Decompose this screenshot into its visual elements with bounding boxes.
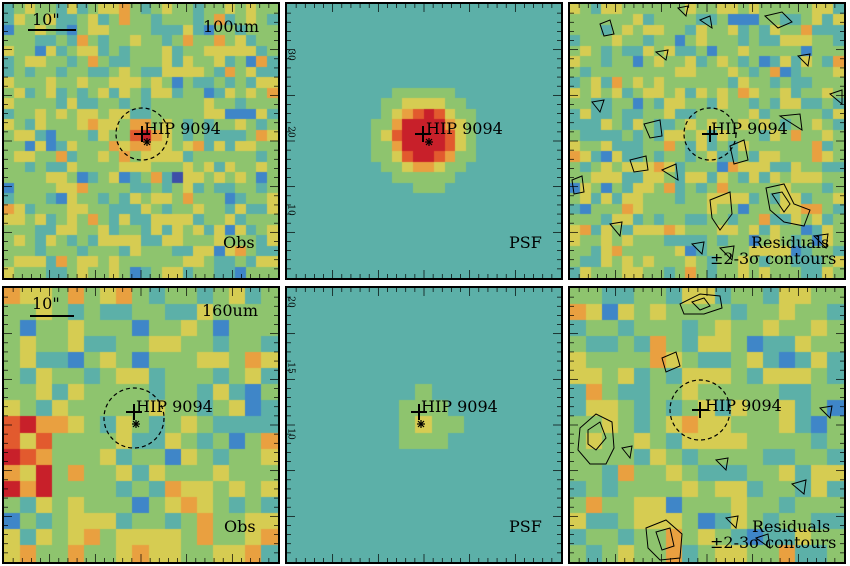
residuals-panel-100um: HIP 9094 Residuals ±2-3σ contours xyxy=(568,2,846,280)
axis-tick-label: 15 xyxy=(285,362,296,374)
star-position-marker xyxy=(692,402,708,418)
star-position-marker xyxy=(702,126,718,142)
psf-panel-160um: HIP 9094 PSF 20 15 10 xyxy=(285,286,563,564)
obs-overlay-160um xyxy=(30,315,165,449)
band-label: 100um xyxy=(203,17,260,36)
asterisk-marker xyxy=(417,420,425,428)
aperture-circle xyxy=(669,379,731,441)
aperture-circle xyxy=(103,387,165,449)
residuals-overlay-160um xyxy=(669,379,731,441)
target-label: HIP 9094 xyxy=(136,397,213,416)
scale-bar-label: 10" xyxy=(32,10,60,29)
axis-tick-label: 20 xyxy=(285,126,296,138)
asterisk-marker xyxy=(132,420,140,428)
residuals-image-100um xyxy=(570,4,844,278)
axis-tick-label: 10 xyxy=(285,204,296,216)
obs-image-160um xyxy=(4,288,278,562)
residuals-image-160um xyxy=(570,288,844,562)
band-label: 160um xyxy=(202,301,259,320)
residuals-sublabel: ±2-3σ contours xyxy=(710,249,837,268)
target-label: HIP 9094 xyxy=(426,119,503,138)
obs-label: Obs xyxy=(224,517,256,536)
psf-overlay-100um xyxy=(415,126,433,146)
aperture-circle xyxy=(115,107,169,161)
aperture-circle xyxy=(683,107,737,161)
obs-panel-100um: 10" 100um HIP 9094 Obs xyxy=(2,2,280,280)
target-label: HIP 9094 xyxy=(144,119,221,138)
residuals-contours-100um xyxy=(571,5,843,262)
obs-overlay-100um xyxy=(28,29,169,161)
psf-image-160um xyxy=(287,288,561,562)
star-position-marker xyxy=(411,404,427,420)
axis-tick-label: 10 xyxy=(285,428,296,440)
residuals-sublabel: ±2-3σ contours xyxy=(710,533,837,552)
obs-label: Obs xyxy=(223,233,255,252)
psf-panel-100um: HIP 9094 PSF 30 20 10 xyxy=(285,2,563,280)
axis-tick-label: 20 xyxy=(285,296,296,308)
residuals-panel-160um: HIP 9094 Residuals ±2-3σ contours xyxy=(568,286,846,564)
residuals-contours-160um xyxy=(577,293,833,561)
residuals-label: Residuals xyxy=(751,233,830,252)
axis-tick-label: 30 xyxy=(285,49,296,61)
target-label: HIP 9094 xyxy=(711,119,788,138)
scale-bar-label: 10" xyxy=(32,294,60,313)
asterisk-marker xyxy=(425,138,433,146)
psf-label: PSF xyxy=(509,517,542,536)
psf-overlay-160um xyxy=(411,404,427,428)
target-label: HIP 9094 xyxy=(705,396,782,415)
obs-panel-160um: 10" 160um HIP 9094 Obs xyxy=(2,286,280,564)
residuals-label: Residuals xyxy=(752,517,831,536)
asterisk-marker xyxy=(143,138,151,146)
star-position-marker xyxy=(134,126,150,142)
psf-label: PSF xyxy=(509,233,542,252)
target-label: HIP 9094 xyxy=(421,397,498,416)
star-position-marker xyxy=(126,404,142,420)
star-position-marker xyxy=(415,126,431,142)
residuals-overlay-100um xyxy=(683,107,737,161)
